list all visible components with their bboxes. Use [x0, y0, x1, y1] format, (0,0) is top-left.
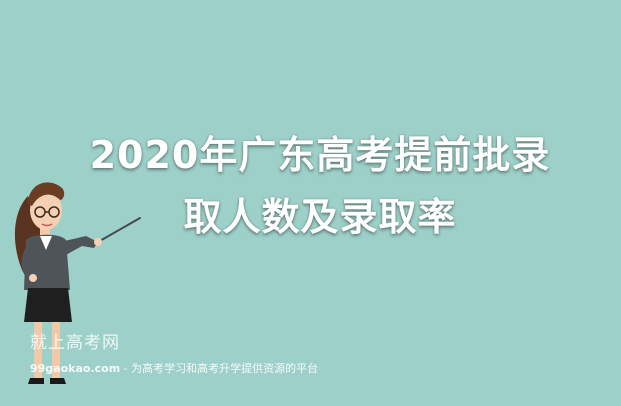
title-line-1: 2020年广东高考提前批录 — [89, 133, 551, 177]
watermark-tagline: 99gaokao.com - 为高考学习和高考升学提供资源的平台 — [30, 360, 318, 376]
title-line-2: 取人数及录取率 — [183, 195, 457, 239]
teacher-pointing-icon — [14, 182, 141, 384]
banner-title: 2020年广东高考提前批录 取人数及录取率 — [60, 124, 580, 248]
watermark-domain: 99gaokao.com — [30, 362, 121, 375]
watermark-slogan: - 为高考学习和高考升学提供资源的平台 — [120, 362, 319, 375]
watermark-site-name: 就上高考网 — [30, 333, 120, 353]
